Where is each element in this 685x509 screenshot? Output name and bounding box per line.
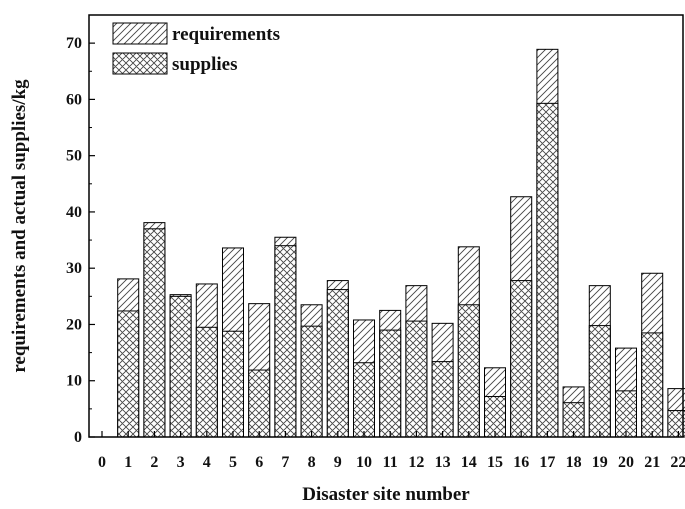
x-tick-label: 21	[644, 454, 660, 471]
bar-supplies-site-8	[300, 325, 323, 438]
bar-supplies-site-5	[222, 330, 244, 438]
bar-supplies-site-4	[195, 326, 218, 438]
x-tick-label: 12	[408, 454, 424, 471]
x-tick-label: 10	[356, 454, 372, 471]
y-tick-label: 70	[66, 35, 82, 52]
x-tick-label: 0	[98, 454, 106, 471]
x-tick-label: 9	[334, 454, 342, 471]
y-tick-label: 0	[74, 429, 82, 446]
x-tick-label: 13	[435, 454, 451, 471]
y-axis: 0 10 20 30 40 50 60 70	[66, 35, 95, 446]
x-tick-label: 1	[124, 454, 132, 471]
x-tick-label: 6	[255, 454, 263, 471]
x-tick-label: 19	[592, 454, 608, 471]
x-tick-label: 4	[203, 454, 211, 471]
x-tick-label: 17	[539, 454, 555, 471]
legend-label-supplies: supplies	[172, 54, 237, 75]
bar-supplies-site-16	[510, 280, 533, 438]
bar-supplies-site-10	[353, 362, 375, 438]
x-axis-title: Disaster site number	[302, 484, 470, 505]
x-tick-label: 11	[383, 454, 398, 471]
y-tick-label: 20	[66, 316, 82, 333]
y-tick-label: 40	[66, 204, 82, 221]
bar-supplies-site-19	[588, 325, 611, 438]
bar-supplies-site-3	[169, 295, 192, 438]
x-tick-label: 15	[487, 454, 503, 471]
bar-supplies-site-2	[143, 228, 166, 438]
x-tick-label: 14	[461, 454, 477, 471]
x-tick-label: 22	[670, 454, 685, 471]
bar-supplies-site-9	[326, 289, 349, 438]
bar-supplies-site-1	[117, 310, 140, 438]
x-tick-label: 18	[566, 454, 582, 471]
x-tick-label: 3	[177, 454, 185, 471]
x-tick-label: 7	[281, 454, 289, 471]
x-tick-label: 8	[308, 454, 316, 471]
bar-supplies-site-6	[248, 369, 271, 438]
y-tick-label: 50	[66, 148, 82, 165]
x-tick-label: 5	[229, 454, 237, 471]
legend: requirements supplies	[112, 22, 280, 75]
bar-supplies-site-7	[274, 245, 297, 438]
legend-swatch-requirements	[112, 22, 168, 45]
bar-supplies-site-15	[484, 395, 506, 438]
bar-supplies-site-12	[405, 320, 428, 438]
bars-layer	[117, 48, 685, 438]
bar-supplies-site-17	[536, 102, 559, 438]
x-tick-label: 16	[513, 454, 529, 471]
x-tick-label: 2	[150, 454, 158, 471]
bar-supplies-site-21	[641, 332, 664, 438]
bar-supplies-site-11	[379, 329, 402, 438]
bar-supplies-site-20	[615, 390, 637, 438]
bar-supplies-site-13	[431, 361, 454, 438]
legend-label-requirements: requirements	[172, 24, 280, 45]
x-tick-label: 20	[618, 454, 634, 471]
legend-swatch-supplies	[112, 52, 168, 75]
y-tick-label: 10	[66, 373, 82, 390]
bar-supplies-site-14	[457, 304, 480, 438]
x-axis: 0 1 2 3 4 5 6 7 8 9 10 11 12 13 14 15 16 17 18 19 20 21 22	[98, 431, 685, 471]
y-tick-label: 60	[66, 91, 82, 108]
plot-frame	[88, 14, 684, 438]
y-tick-label: 30	[66, 260, 82, 277]
y-axis-title: requirements and actual supplies/kg	[9, 79, 30, 373]
